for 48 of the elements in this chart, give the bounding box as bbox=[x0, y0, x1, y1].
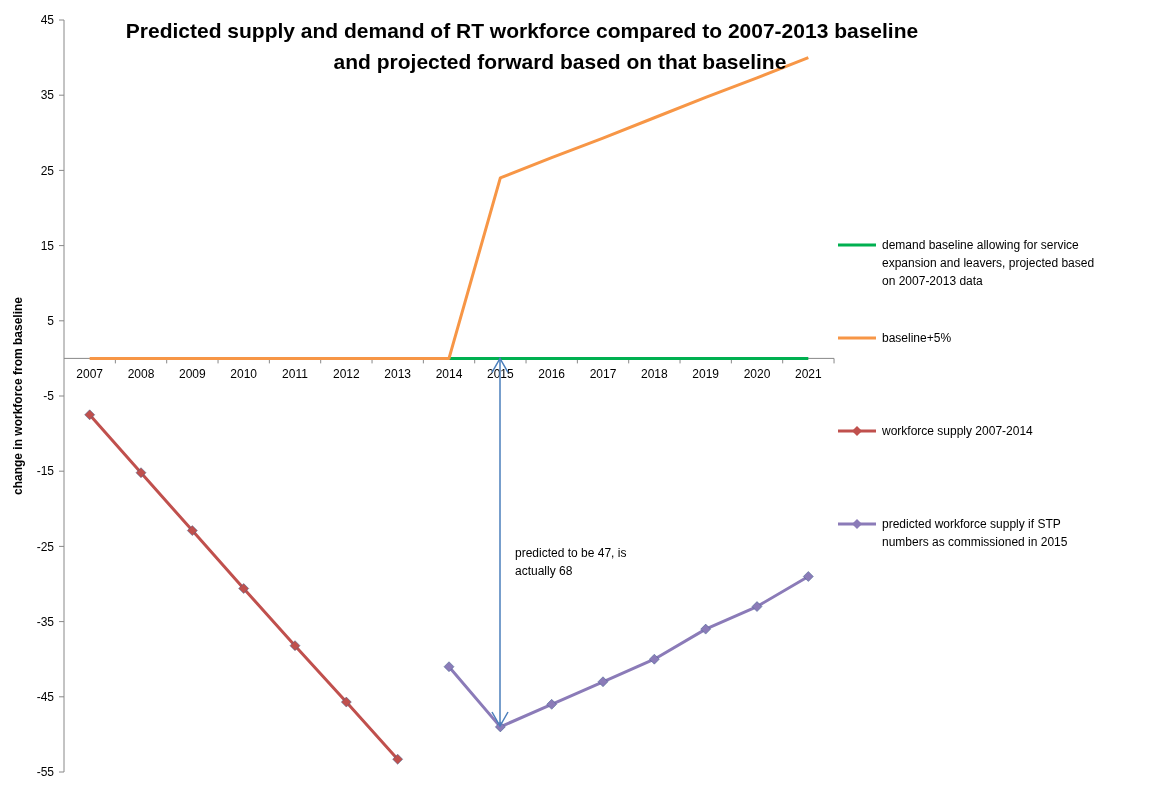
point bbox=[649, 653, 660, 665]
x-tick-label: 2016 bbox=[538, 367, 566, 382]
x-tick-label: 2008 bbox=[127, 367, 155, 382]
x-tick-label: 2020 bbox=[743, 367, 771, 382]
y-tick-label: 45 bbox=[40, 13, 55, 28]
point bbox=[135, 467, 147, 478]
x-tick-label: 2009 bbox=[178, 367, 206, 382]
point bbox=[341, 696, 352, 708]
point bbox=[546, 699, 557, 710]
y-tick-label: -55 bbox=[36, 765, 55, 780]
y-axis-title: change in workforce from baseline bbox=[11, 296, 25, 496]
point bbox=[751, 601, 763, 612]
point bbox=[597, 676, 609, 688]
legend-label: demand baseline allowing for service expansion and leavers, projected based on 2007-2013 data bbox=[882, 238, 1095, 289]
y-tick-label: -45 bbox=[36, 690, 55, 704]
point bbox=[289, 640, 301, 651]
x-tick-label: 2017 bbox=[589, 367, 617, 382]
y-tick-label: -35 bbox=[36, 614, 55, 629]
y-tick-label: -15 bbox=[36, 464, 55, 479]
x-tick-label: 2018 bbox=[640, 367, 668, 382]
y-tick-label: 5 bbox=[47, 314, 55, 328]
x-tick-label: 2021 bbox=[794, 367, 822, 382]
legend-label: predicted workforce supply if STP numbers as commissioned in 2015 bbox=[882, 517, 1068, 550]
x-tick-label: 2015 bbox=[486, 367, 514, 382]
point bbox=[238, 583, 249, 594]
point bbox=[392, 753, 403, 765]
point bbox=[443, 661, 455, 672]
point bbox=[187, 525, 198, 536]
x-tick-label: 2011 bbox=[282, 367, 309, 382]
x-tick-label: 2013 bbox=[384, 367, 412, 382]
text: Predicted supply and demand of RT workforce compared to 2007-2013 baseline and projected forward based on that baseline bbox=[125, 19, 919, 73]
point bbox=[84, 409, 95, 421]
x-tick-label: 2019 bbox=[692, 367, 720, 382]
line-series bbox=[88, 56, 810, 360]
y-tick-label: 35 bbox=[40, 88, 55, 103]
legend-label: workforce supply 2007-2014 bbox=[881, 424, 1034, 439]
y-tick-label: 15 bbox=[40, 238, 55, 253]
point bbox=[700, 623, 711, 635]
point bbox=[803, 571, 814, 582]
y-tick-label: 25 bbox=[40, 163, 55, 178]
annotation: predicted to be 47, is actually 68 bbox=[515, 546, 627, 578]
x-tick-label: 2012 bbox=[332, 367, 360, 382]
x-tick-label: 2010 bbox=[230, 367, 258, 382]
y-tick-label: -5 bbox=[43, 389, 55, 404]
x-tick-label: 2014 bbox=[435, 367, 463, 382]
legend-label: baseline+5% bbox=[882, 331, 952, 346]
x-tick-label: 2007 bbox=[76, 367, 104, 382]
y-tick-label: -25 bbox=[36, 539, 55, 554]
